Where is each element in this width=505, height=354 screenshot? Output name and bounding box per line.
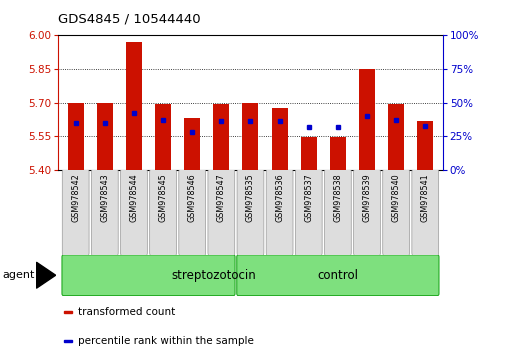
Bar (155, 104, 171, 170)
Bar (96, 103, 113, 170)
Bar (387, 104, 403, 170)
Bar (184, 118, 200, 170)
FancyBboxPatch shape (324, 169, 350, 256)
FancyBboxPatch shape (120, 169, 147, 256)
Text: GSM978539: GSM978539 (362, 173, 371, 222)
Text: GSM978545: GSM978545 (158, 173, 167, 222)
Text: GSM978535: GSM978535 (245, 173, 255, 222)
Text: transformed count: transformed count (78, 307, 175, 317)
Text: GSM978538: GSM978538 (333, 173, 342, 222)
Text: GSM978541: GSM978541 (420, 173, 429, 222)
Text: agent: agent (3, 270, 35, 280)
Text: control: control (317, 269, 358, 282)
FancyBboxPatch shape (295, 169, 322, 256)
FancyBboxPatch shape (382, 169, 409, 256)
FancyBboxPatch shape (353, 169, 380, 256)
Bar (242, 103, 258, 170)
Polygon shape (36, 262, 56, 288)
FancyBboxPatch shape (237, 169, 263, 256)
FancyBboxPatch shape (178, 169, 205, 256)
Bar (329, 137, 345, 170)
FancyBboxPatch shape (149, 169, 176, 256)
Text: GSM978547: GSM978547 (217, 173, 225, 222)
FancyBboxPatch shape (62, 169, 89, 256)
FancyBboxPatch shape (208, 169, 234, 256)
FancyBboxPatch shape (266, 169, 292, 256)
Bar (68, 103, 83, 170)
Bar (300, 137, 316, 170)
Text: GSM978537: GSM978537 (304, 173, 313, 222)
Bar (64, 311, 72, 313)
Bar (126, 42, 142, 170)
Text: GSM978542: GSM978542 (71, 173, 80, 222)
Text: GSM978540: GSM978540 (391, 173, 400, 222)
Text: streptozotocin: streptozotocin (171, 269, 256, 282)
FancyBboxPatch shape (236, 255, 438, 296)
Bar (271, 108, 287, 170)
Bar (213, 104, 229, 170)
Text: GSM978546: GSM978546 (187, 173, 196, 222)
Text: GSM978544: GSM978544 (129, 173, 138, 222)
Bar (64, 340, 72, 342)
Text: GSM978543: GSM978543 (100, 173, 109, 222)
FancyBboxPatch shape (91, 169, 118, 256)
FancyBboxPatch shape (411, 169, 438, 256)
Bar (417, 121, 432, 170)
Text: GDS4845 / 10544440: GDS4845 / 10544440 (58, 12, 200, 25)
Bar (358, 69, 374, 170)
Text: GSM978536: GSM978536 (275, 173, 283, 222)
Text: percentile rank within the sample: percentile rank within the sample (78, 336, 254, 346)
FancyBboxPatch shape (62, 255, 234, 296)
